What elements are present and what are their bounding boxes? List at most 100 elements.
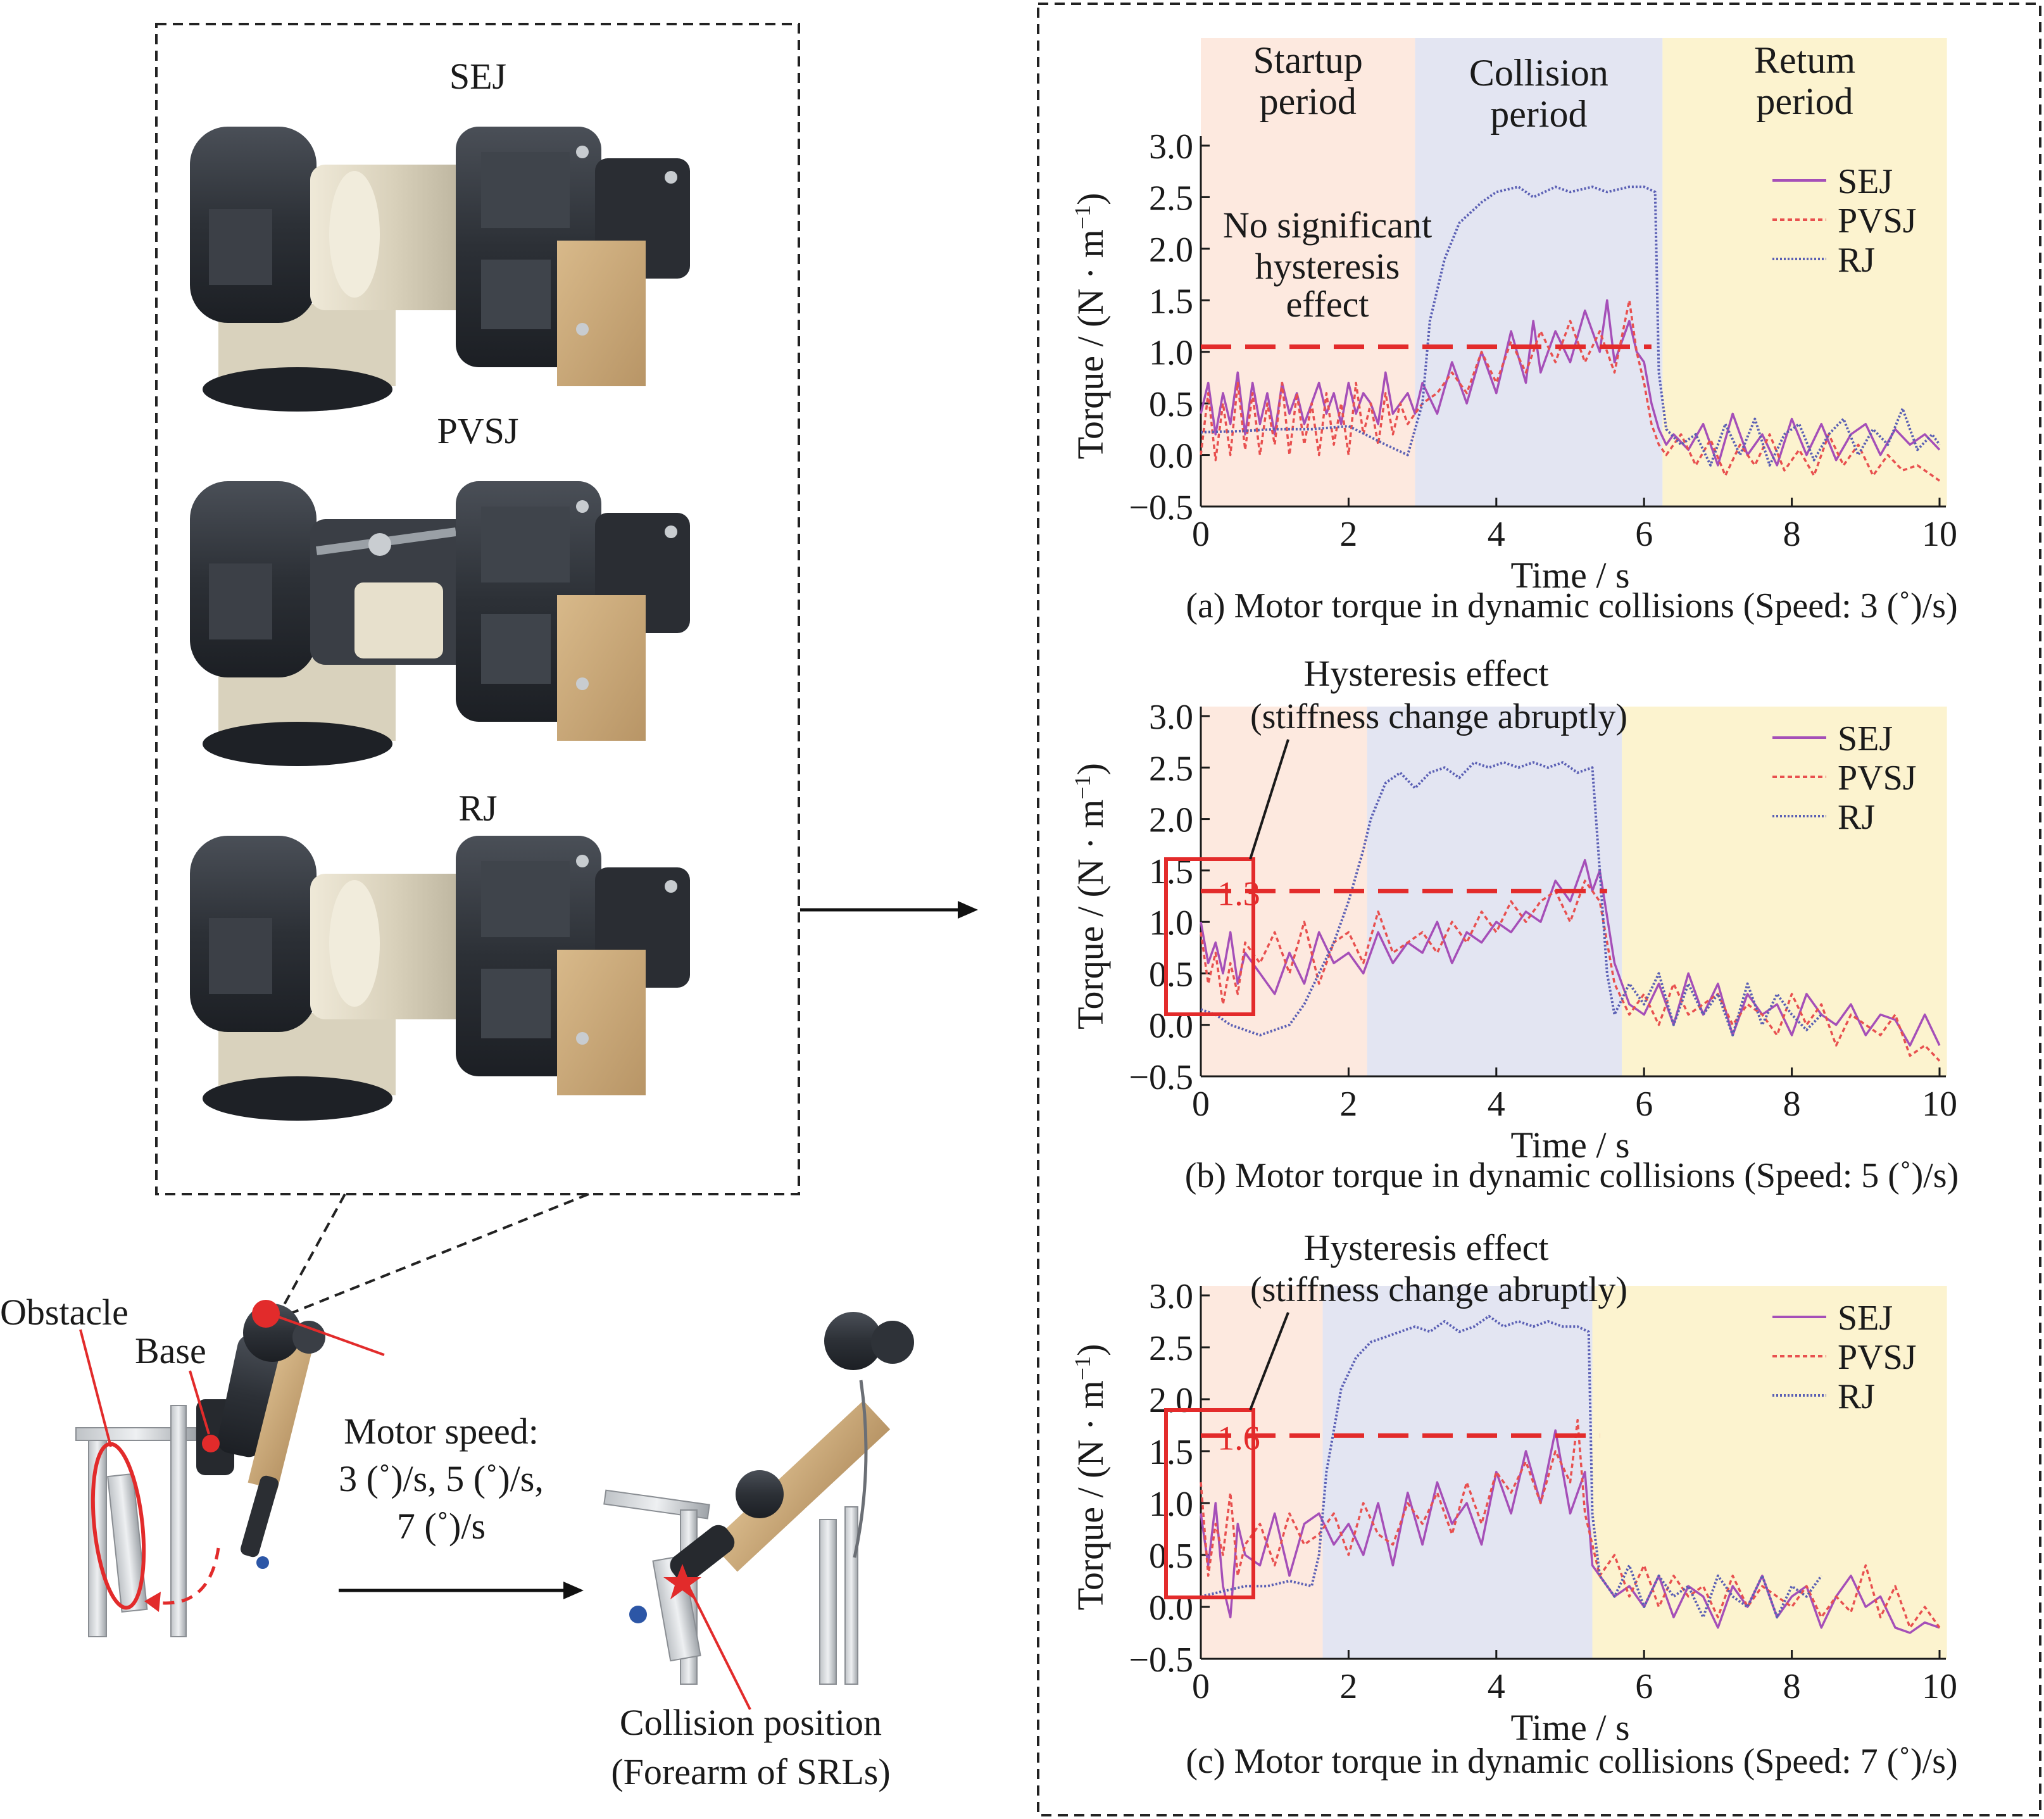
x-tick-label: 2 bbox=[1339, 515, 1357, 554]
series-rj bbox=[1200, 186, 1941, 467]
joint-photo-pvsj bbox=[190, 481, 690, 766]
series-rj bbox=[1200, 761, 1822, 1036]
joint-photo-sej bbox=[190, 127, 690, 412]
x-tick-label: 8 bbox=[1783, 1667, 1801, 1706]
legend-label-pvsj: PVSJ bbox=[1838, 758, 1917, 798]
y-axis-label-close: ) bbox=[1070, 1344, 1111, 1356]
legend-label-sej: SEJ bbox=[1838, 719, 1893, 758]
y-tick-label: 2.0 bbox=[1149, 1381, 1193, 1420]
motor-right-window-top bbox=[481, 861, 570, 937]
y-tick-label: 1.5 bbox=[1149, 282, 1193, 321]
x-tick-label: 6 bbox=[1635, 1085, 1653, 1124]
bolt bbox=[576, 500, 589, 513]
y-tick-label: 0.5 bbox=[1149, 955, 1193, 994]
joint-label-sej: SEJ bbox=[449, 56, 506, 97]
legend-label-sej: SEJ bbox=[1838, 162, 1893, 201]
cream-ring bbox=[329, 880, 380, 1007]
joint-label-rj: RJ bbox=[458, 788, 497, 829]
x-tick-label: 2 bbox=[1339, 1667, 1357, 1706]
bolt bbox=[665, 526, 677, 538]
scene-arrowhead bbox=[563, 1582, 584, 1599]
legend-label-pvsj: PVSJ bbox=[1838, 201, 1917, 241]
pedestal-base bbox=[203, 1076, 392, 1121]
period-band-1 bbox=[1322, 1286, 1593, 1659]
period-label: Collision bbox=[1469, 52, 1608, 94]
motor-left-window bbox=[209, 563, 272, 639]
series-pvsj bbox=[1200, 1419, 1941, 1629]
series-pvsj bbox=[1200, 879, 1941, 1062]
setup-photo-collision bbox=[603, 1312, 914, 1710]
x-axis-label: Time / s bbox=[1510, 1707, 1629, 1748]
x-tick-label: 8 bbox=[1783, 515, 1801, 554]
y-axis-label-close: ) bbox=[1070, 763, 1111, 775]
wood-arm bbox=[557, 241, 646, 386]
joint-photo-group: SEJ PVSJ RJ bbox=[190, 56, 690, 1121]
pedestal-base bbox=[203, 367, 392, 412]
x-tick-label: 10 bbox=[1922, 1667, 1957, 1706]
y-axis-label-main: Torque / (N · m bbox=[1070, 800, 1111, 1029]
y-axis-label-sup: −1 bbox=[1070, 1356, 1095, 1380]
obstacle-leader bbox=[79, 1329, 112, 1447]
period-label: period bbox=[1260, 80, 1357, 122]
x-tick-label: 10 bbox=[1922, 1085, 1957, 1124]
y-axis-label-close: ) bbox=[1070, 193, 1111, 205]
y-axis-label-main: Torque / (N · m bbox=[1070, 1380, 1111, 1610]
collision-position-line-1: Collision position bbox=[620, 1702, 882, 1743]
motor-right-window-bottom bbox=[481, 260, 551, 329]
period-label: period bbox=[1490, 93, 1587, 135]
x-tick-label: 6 bbox=[1635, 1667, 1653, 1706]
legend-label-sej: SEJ bbox=[1838, 1299, 1893, 1338]
pedestal-base bbox=[203, 722, 392, 766]
legend-label-rj: RJ bbox=[1838, 241, 1875, 280]
x-tick-label: 4 bbox=[1488, 515, 1505, 554]
callout-line-left bbox=[271, 1193, 346, 1327]
bolt bbox=[576, 1032, 589, 1045]
base-label: Base bbox=[135, 1330, 206, 1371]
motor-speed-line-3: 7 (˚)/s bbox=[397, 1506, 486, 1547]
bolt bbox=[576, 677, 589, 690]
joint-photo-rj bbox=[190, 836, 690, 1121]
chart-caption: (c) Motor torque in dynamic collisions (… bbox=[1186, 1742, 1957, 1781]
y-axis-label: Torque / (N · m−1) bbox=[1070, 1344, 1111, 1611]
swing-arrowhead bbox=[144, 1592, 161, 1612]
y-tick-label: −0.5 bbox=[1129, 1058, 1193, 1097]
collision-star bbox=[663, 1564, 701, 1599]
y-tick-label: 2.0 bbox=[1149, 801, 1193, 840]
bolt bbox=[665, 880, 677, 893]
y-axis-label: Torque / (N · m−1) bbox=[1070, 193, 1111, 460]
y-tick-label: 1.0 bbox=[1149, 903, 1193, 943]
motor-right-window-top bbox=[481, 507, 570, 582]
motor-right-window-top bbox=[481, 152, 570, 228]
x-tick-label: 4 bbox=[1488, 1085, 1505, 1124]
setup-photo-initial bbox=[75, 1300, 385, 1637]
motor-right-window-bottom bbox=[481, 614, 551, 684]
annotation-subtitle: (stiffness change abruptly) bbox=[1250, 1270, 1627, 1309]
x-tick-label: 8 bbox=[1783, 1085, 1801, 1124]
annotation-leader bbox=[1249, 1312, 1289, 1411]
joint-photo-frame bbox=[155, 23, 800, 1195]
period-label: Startup bbox=[1253, 39, 1363, 81]
x-axis-label: Time / s bbox=[1510, 1124, 1629, 1166]
period-label: Retum bbox=[1754, 39, 1855, 81]
motor-leader bbox=[278, 1316, 385, 1356]
x-tick-label: 2 bbox=[1339, 1085, 1357, 1124]
y-tick-label: 0.0 bbox=[1149, 1589, 1193, 1628]
annotation-leader bbox=[1249, 739, 1289, 860]
bolt bbox=[576, 323, 589, 336]
base-leader bbox=[189, 1370, 210, 1435]
y-tick-label: 1.5 bbox=[1149, 1433, 1193, 1472]
panel-arrowhead bbox=[958, 901, 978, 919]
y-axis-label-sup: −1 bbox=[1070, 775, 1095, 799]
legend-label-rj: RJ bbox=[1838, 1377, 1875, 1416]
series-rj bbox=[1200, 1314, 1822, 1619]
y-tick-label: 3.0 bbox=[1149, 1277, 1193, 1316]
chart-a: StartupperiodCollisionperiodRetumperiod−… bbox=[1070, 38, 1958, 626]
period-band-1 bbox=[1415, 38, 1663, 507]
obstacle-label: Obstacle bbox=[0, 1292, 129, 1333]
y-tick-label: 1.0 bbox=[1149, 334, 1193, 373]
legend-label-rj: RJ bbox=[1838, 798, 1875, 837]
x-tick-label: 0 bbox=[1192, 1667, 1210, 1706]
chart-caption: (a) Motor torque in dynamic collisions (… bbox=[1186, 586, 1957, 626]
y-tick-label: 0.5 bbox=[1149, 1537, 1193, 1576]
y-tick-label: 1.0 bbox=[1149, 1485, 1193, 1524]
